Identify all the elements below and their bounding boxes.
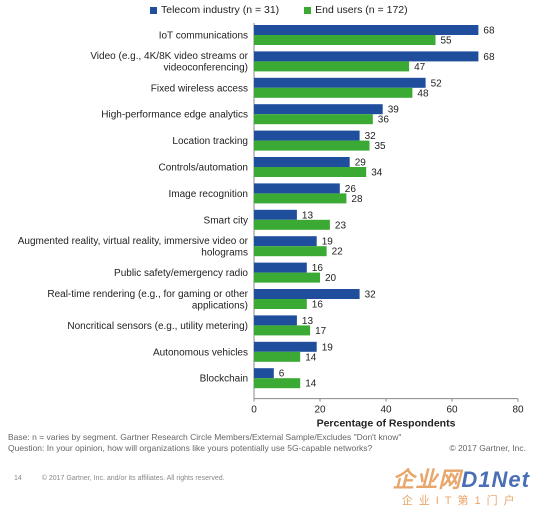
- x-tick-label: 80: [512, 405, 524, 416]
- data-label: 32: [365, 131, 377, 142]
- x-tick-label: 20: [314, 405, 326, 416]
- page-number: 14: [14, 475, 22, 482]
- data-label: 35: [375, 141, 387, 152]
- category-label: Public safety/emergency radio: [114, 268, 248, 279]
- chart-legend: Telecom industry (n = 31) End users (n =…: [150, 4, 430, 17]
- bar-telecom: [254, 77, 426, 88]
- data-label: 19: [322, 342, 334, 353]
- data-label: 6: [279, 369, 285, 380]
- data-label: 68: [483, 26, 495, 37]
- x-tick-label: 0: [251, 405, 257, 416]
- legend-swatch-telecom: [150, 6, 157, 14]
- data-label: 14: [305, 352, 317, 363]
- legend-label-end-users: End users (n = 172): [315, 4, 408, 16]
- chart-footnote: Base: n = varies by segment. Gartner Res…: [8, 432, 401, 454]
- category-label: Autonomous vehicles: [153, 347, 248, 358]
- bar-end-users: [254, 378, 301, 389]
- bar-end-users: [254, 325, 311, 336]
- bar-telecom: [254, 104, 383, 115]
- category-label: holograms: [201, 247, 248, 258]
- data-label: 26: [345, 184, 357, 195]
- category-label: videoconferencing): [164, 63, 249, 74]
- data-label: 13: [302, 316, 314, 327]
- data-label: 20: [325, 273, 337, 284]
- watermark-orange-text: 企业网: [392, 467, 462, 492]
- bar-end-users: [254, 299, 307, 309]
- data-label: 14: [305, 379, 317, 390]
- bar-telecom: [254, 289, 360, 299]
- bar-telecom: [254, 315, 297, 326]
- bar-telecom: [254, 209, 297, 220]
- bar-end-users: [254, 87, 413, 98]
- category-label: Controls/automation: [159, 163, 249, 174]
- gartner-copyright: © 2017 Gartner, Inc.: [449, 443, 526, 453]
- category-label: Fixed wireless access: [151, 83, 248, 94]
- data-label: 19: [322, 237, 334, 248]
- bar-telecom: [254, 130, 360, 141]
- data-label: 16: [312, 300, 324, 311]
- footnote-question: Question: In your opinion, how will orga…: [8, 443, 373, 453]
- bar-end-users: [254, 219, 330, 230]
- page-copyright: © 2017 Gartner, Inc. and/or its affiliat…: [41, 475, 225, 482]
- bar-telecom: [254, 236, 317, 247]
- page-footer: 14 © 2017 Gartner, Inc. and/or its affil…: [14, 475, 225, 482]
- category-label: Blockchain: [200, 374, 248, 385]
- watermark-blue-text: D1Net: [461, 467, 530, 492]
- bar-end-users: [254, 140, 370, 151]
- category-label: Image recognition: [169, 189, 249, 200]
- data-label: 23: [335, 220, 347, 231]
- x-axis-title: Percentage of Respondents: [317, 418, 456, 430]
- data-label: 16: [312, 263, 324, 274]
- footnote-base: Base: n = varies by segment. Gartner Res…: [8, 432, 402, 442]
- bar-end-users: [254, 61, 410, 72]
- legend-item-telecom: Telecom industry (n = 31): [150, 4, 279, 16]
- category-label: Smart city: [204, 215, 248, 226]
- data-label: 29: [355, 158, 367, 169]
- category-label: Location tracking: [172, 136, 248, 147]
- bar-end-users: [254, 35, 436, 45]
- legend-swatch-end-users: [304, 6, 312, 14]
- x-tick-label: 60: [446, 405, 458, 416]
- bar-telecom: [254, 262, 307, 273]
- watermark-sub: 企业IT第1门户: [401, 495, 521, 507]
- bar-end-users: [254, 193, 347, 204]
- data-label: 39: [388, 105, 400, 116]
- data-label: 34: [371, 168, 383, 179]
- bar-end-users: [254, 114, 373, 125]
- category-label: IoT communications: [159, 31, 248, 42]
- data-label: 68: [483, 52, 495, 63]
- data-label: 13: [302, 210, 314, 221]
- bar-telecom: [254, 157, 350, 167]
- d1net-watermark-logo: 企业网D1Net 企业IT第1门户: [392, 462, 530, 508]
- data-label: 22: [332, 247, 344, 258]
- bar-end-users: [254, 246, 327, 257]
- bar-end-users: [254, 351, 301, 362]
- legend-item-end-users: End users (n = 172): [304, 4, 408, 16]
- data-label: 17: [315, 326, 327, 337]
- bar-end-users: [254, 167, 367, 177]
- legend-label-telecom: Telecom industry (n = 31): [161, 4, 280, 16]
- data-label: 55: [441, 36, 453, 47]
- bar-end-users: [254, 272, 320, 283]
- data-label: 48: [417, 88, 429, 99]
- category-label: Video (e.g., 4K/8K video streams or: [90, 51, 248, 62]
- data-label: 28: [351, 194, 363, 205]
- category-label: High-performance edge analytics: [101, 110, 248, 121]
- data-label: 36: [378, 115, 390, 126]
- bar-telecom: [254, 341, 317, 352]
- bar-telecom: [254, 183, 340, 194]
- watermark-main: 企业网D1Net: [392, 462, 530, 494]
- category-label: Real-time rendering (e.g., for gaming or…: [47, 289, 248, 300]
- data-label: 32: [365, 290, 377, 301]
- bar-telecom: [254, 51, 479, 62]
- bar-chart: IoT communications 68 55 Video (e.g., 4K/8K…: [18, 23, 524, 430]
- bar-telecom: [254, 25, 479, 35]
- category-label: Augmented reality, virtual reality, imme…: [18, 236, 249, 247]
- bar-telecom: [254, 368, 274, 379]
- x-tick-label: 40: [380, 405, 392, 416]
- data-label: 47: [414, 62, 426, 73]
- category-label: Noncritical sensors (e.g., utility meter…: [67, 321, 248, 332]
- category-label: applications): [192, 300, 248, 311]
- data-label: 52: [431, 78, 443, 89]
